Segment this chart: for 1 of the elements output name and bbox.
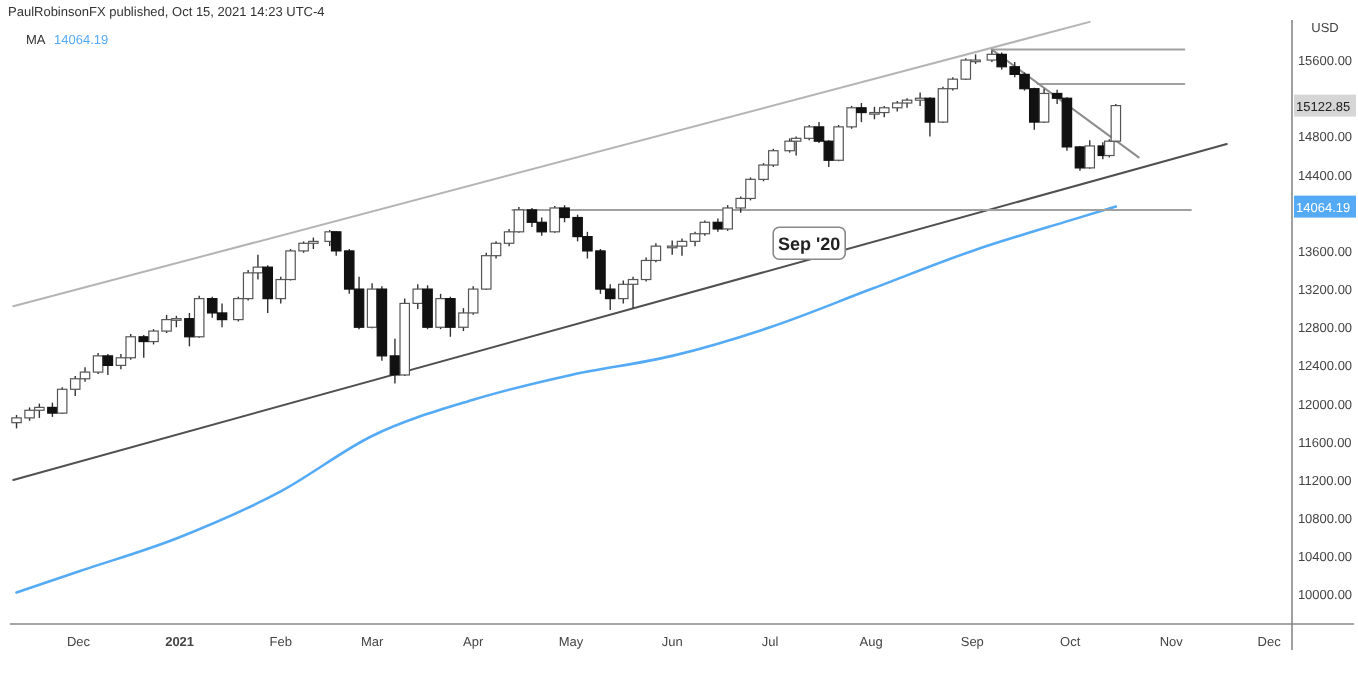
annotation: Sep '20	[778, 234, 841, 255]
